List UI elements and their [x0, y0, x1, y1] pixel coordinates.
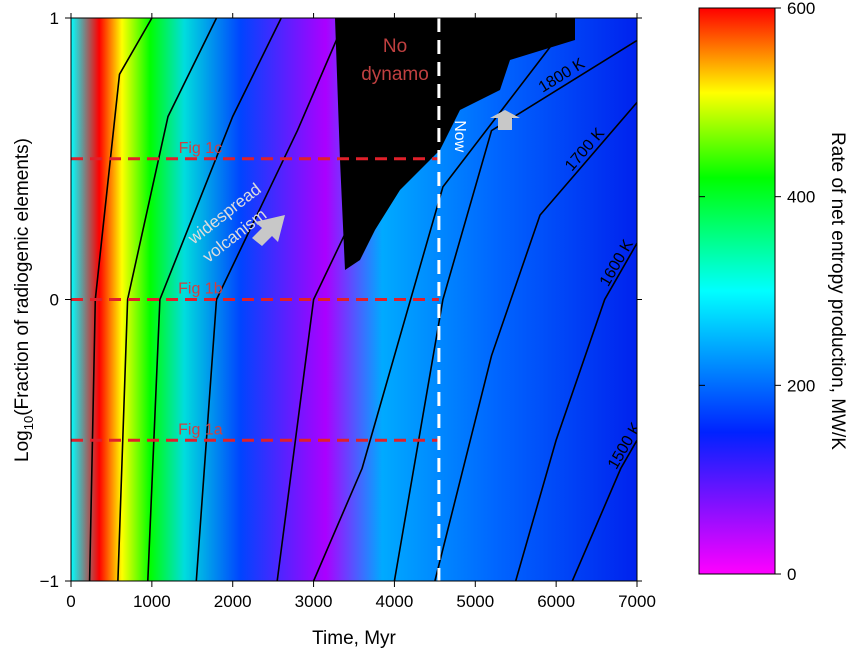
contour-line [434, 101, 637, 581]
x-axis: 0 1000 2000 3000 4000 5000 6000 7000 [66, 13, 656, 611]
x-tick-label: 6000 [537, 592, 575, 611]
y-tick-label: −1 [40, 572, 59, 591]
y-axis-label-suffix: (Fraction of radiogenic elements) [12, 138, 33, 416]
y-axis-label-subscript: 10 [21, 416, 36, 430]
now-label: Now [451, 120, 468, 152]
x-tick-label: 4000 [376, 592, 414, 611]
colorbar-ticks: 0 200 400 600 [699, 0, 815, 584]
x-tick-label: 0 [66, 592, 75, 611]
colorbar-gradient [698, 7, 776, 575]
x-axis-label: Time, Myr [312, 628, 396, 649]
x-tick-label: 2000 [214, 592, 252, 611]
colorbar-tick-label: 600 [787, 0, 815, 18]
colorbar: 0 200 400 600 Rate of net entropy productio… [698, 0, 848, 584]
no-dynamo-label-line2: dynamo [361, 64, 429, 85]
y-tick-label: 0 [50, 291, 59, 310]
reference-lines: Fig 1a Fig 1b Fig 1c [71, 140, 439, 442]
colorbar-label: Rate of net entropy production, MW/K [827, 132, 848, 450]
reference-line-label: Fig 1b [178, 281, 223, 298]
cooling-arrow-icon [490, 110, 520, 130]
no-dynamo-region [335, 18, 575, 270]
contour-line [117, 18, 218, 581]
x-tick-label: 3000 [295, 592, 333, 611]
y-axis-label: Log10(Fraction of radiogenic elements) [12, 138, 36, 462]
y-tick-label: 1 [50, 9, 59, 28]
colorbar-tick-label: 400 [787, 188, 815, 207]
colorbar-tick-label: 0 [787, 565, 796, 584]
contour-line [571, 439, 637, 581]
volcanism-arrow-icon [252, 215, 285, 246]
contour-line [312, 18, 573, 581]
x-tick-label: 5000 [456, 592, 494, 611]
colorbar-tick-label: 200 [787, 376, 815, 395]
no-dynamo-label-line1: No [383, 36, 407, 57]
y-axis-label-prefix: Log [12, 430, 33, 462]
reference-line-label: Fig 1a [178, 421, 223, 438]
x-tick-label: 7000 [618, 592, 656, 611]
reference-line-label: Fig 1c [179, 140, 223, 157]
y-axis: −1 0 1 [40, 9, 642, 591]
contour-line [276, 18, 476, 581]
contour-line [514, 242, 637, 581]
x-tick-label: 1000 [133, 592, 171, 611]
